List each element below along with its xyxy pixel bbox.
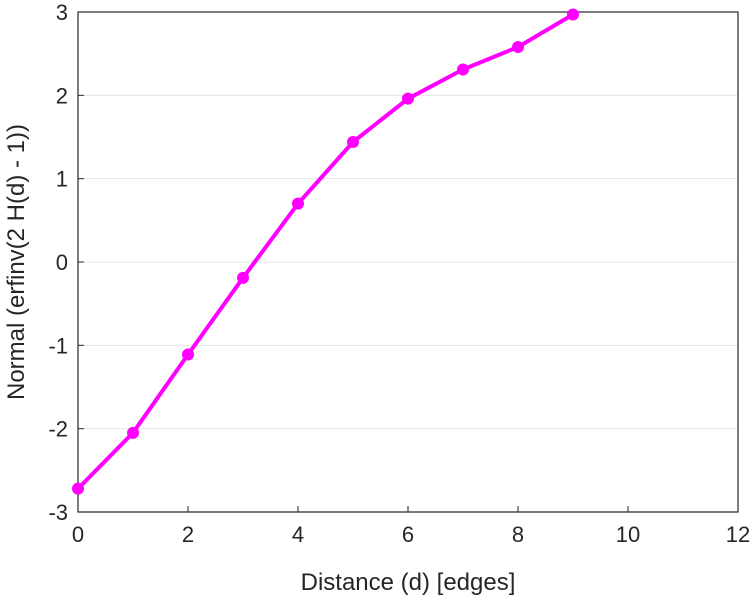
data-point bbox=[402, 92, 414, 105]
x-axis-label: Distance (d) [edges] bbox=[301, 569, 516, 596]
data-point bbox=[182, 348, 194, 361]
x-tick-label: 0 bbox=[72, 522, 84, 547]
data-point bbox=[292, 197, 304, 210]
x-tick-label: 2 bbox=[182, 522, 194, 547]
y-tick-label: 1 bbox=[56, 167, 68, 192]
data-point bbox=[567, 8, 579, 21]
series bbox=[72, 8, 579, 495]
data-point bbox=[72, 482, 84, 495]
data-point bbox=[512, 41, 524, 53]
data-point bbox=[347, 136, 359, 148]
x-tick-label: 8 bbox=[512, 522, 524, 547]
series-line bbox=[76, 12, 575, 491]
x-tick-label: 4 bbox=[292, 522, 304, 547]
y-tick-label: -3 bbox=[48, 500, 68, 525]
x-tick-label: 10 bbox=[616, 522, 640, 547]
y-tick-label: -1 bbox=[48, 333, 68, 358]
y-tick-label: 2 bbox=[56, 83, 68, 108]
data-point bbox=[457, 63, 469, 76]
x-tick-label: 6 bbox=[402, 522, 414, 547]
x-tick-label: 12 bbox=[726, 522, 750, 547]
grid bbox=[78, 94, 738, 430]
data-point bbox=[237, 271, 249, 284]
data-point bbox=[127, 426, 139, 439]
y-tick-label: -2 bbox=[48, 417, 68, 442]
y-axis-label: Normal (erfinv(2 H(d) - 1)) bbox=[3, 124, 30, 400]
y-tick-label: 3 bbox=[56, 0, 68, 25]
y-tick-label: 0 bbox=[56, 250, 68, 275]
